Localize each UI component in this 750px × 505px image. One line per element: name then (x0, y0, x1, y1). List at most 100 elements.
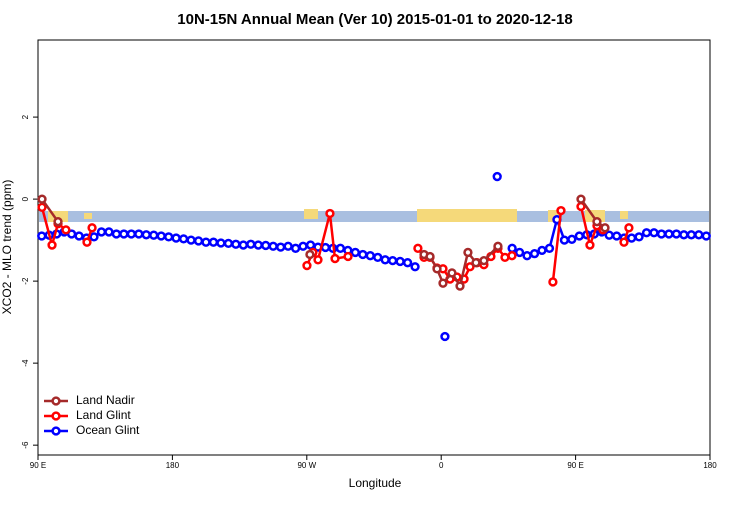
land-patch (84, 213, 92, 219)
legend-swatch-marker (51, 426, 61, 436)
point (679, 230, 689, 240)
point (380, 255, 390, 265)
point (53, 217, 63, 227)
point (208, 237, 219, 247)
point (440, 331, 450, 342)
point (320, 242, 331, 253)
point (432, 264, 442, 274)
point (276, 242, 286, 252)
y-axis-label: XCO2 - MLO trend (ppm) (0, 180, 14, 315)
point (548, 277, 558, 287)
land-patch (48, 211, 68, 222)
point (410, 262, 420, 272)
point (619, 237, 629, 247)
ocean-band (39, 211, 709, 222)
point (585, 240, 595, 250)
point (313, 255, 323, 265)
point (574, 231, 584, 241)
point (649, 228, 659, 238)
point (463, 247, 473, 258)
point (402, 258, 413, 268)
point (544, 243, 555, 253)
point (238, 240, 248, 250)
point (388, 255, 398, 266)
point (231, 239, 241, 249)
x-tick-label: 90 W (297, 461, 316, 470)
x-tick-label: 0 (439, 461, 444, 470)
x-tick-label: 90 E (30, 461, 46, 470)
point (253, 240, 263, 250)
point (612, 231, 622, 241)
point (507, 243, 517, 253)
legend-label: Land Nadir (76, 393, 135, 407)
point (500, 252, 510, 262)
point (96, 227, 107, 237)
point (171, 233, 181, 243)
point (186, 235, 196, 245)
point (493, 241, 503, 251)
point (283, 241, 293, 251)
point (343, 251, 353, 262)
point (358, 249, 368, 260)
point (178, 234, 189, 244)
point (556, 205, 566, 216)
point (634, 232, 644, 242)
land-patch (417, 209, 517, 222)
point (664, 229, 674, 239)
point (141, 230, 151, 240)
y-tick-label: -6 (21, 441, 30, 449)
point (302, 260, 312, 271)
point (268, 241, 278, 251)
map-strip (39, 209, 709, 222)
point (600, 223, 610, 233)
point (507, 251, 517, 261)
legend-swatch-marker (51, 396, 61, 406)
legend-label: Ocean Glint (76, 423, 140, 437)
point (61, 225, 71, 235)
point (201, 237, 211, 247)
point (694, 230, 704, 240)
point (522, 251, 532, 261)
point (624, 223, 634, 233)
point (193, 236, 204, 246)
point (305, 249, 315, 260)
land-patch (304, 209, 318, 219)
point (567, 234, 577, 244)
point (529, 249, 540, 259)
point (82, 237, 92, 247)
point (37, 202, 47, 212)
point (119, 229, 129, 239)
point (134, 229, 144, 239)
point (47, 240, 57, 250)
point (438, 278, 448, 288)
point (465, 262, 475, 272)
point (626, 233, 637, 243)
point (492, 171, 502, 182)
point (156, 231, 166, 241)
point (514, 247, 525, 258)
y-tick-label: 0 (21, 196, 30, 201)
point (641, 228, 652, 238)
y-tick-label: -2 (21, 277, 30, 285)
point (37, 231, 47, 241)
point (290, 243, 301, 253)
point (335, 243, 346, 253)
point (656, 229, 667, 239)
point (164, 232, 174, 242)
point (104, 227, 114, 237)
point (37, 194, 47, 204)
point (305, 240, 316, 250)
point (395, 256, 405, 267)
point (479, 255, 489, 266)
point (298, 241, 308, 251)
point (447, 268, 457, 278)
point (87, 223, 97, 233)
x-axis-label: Longitude (349, 476, 402, 490)
point (223, 238, 234, 249)
y-tick-label: 2 (21, 114, 30, 119)
point (111, 229, 122, 239)
x-tick-label: 180 (703, 461, 717, 470)
point (413, 243, 423, 253)
point (325, 208, 335, 219)
